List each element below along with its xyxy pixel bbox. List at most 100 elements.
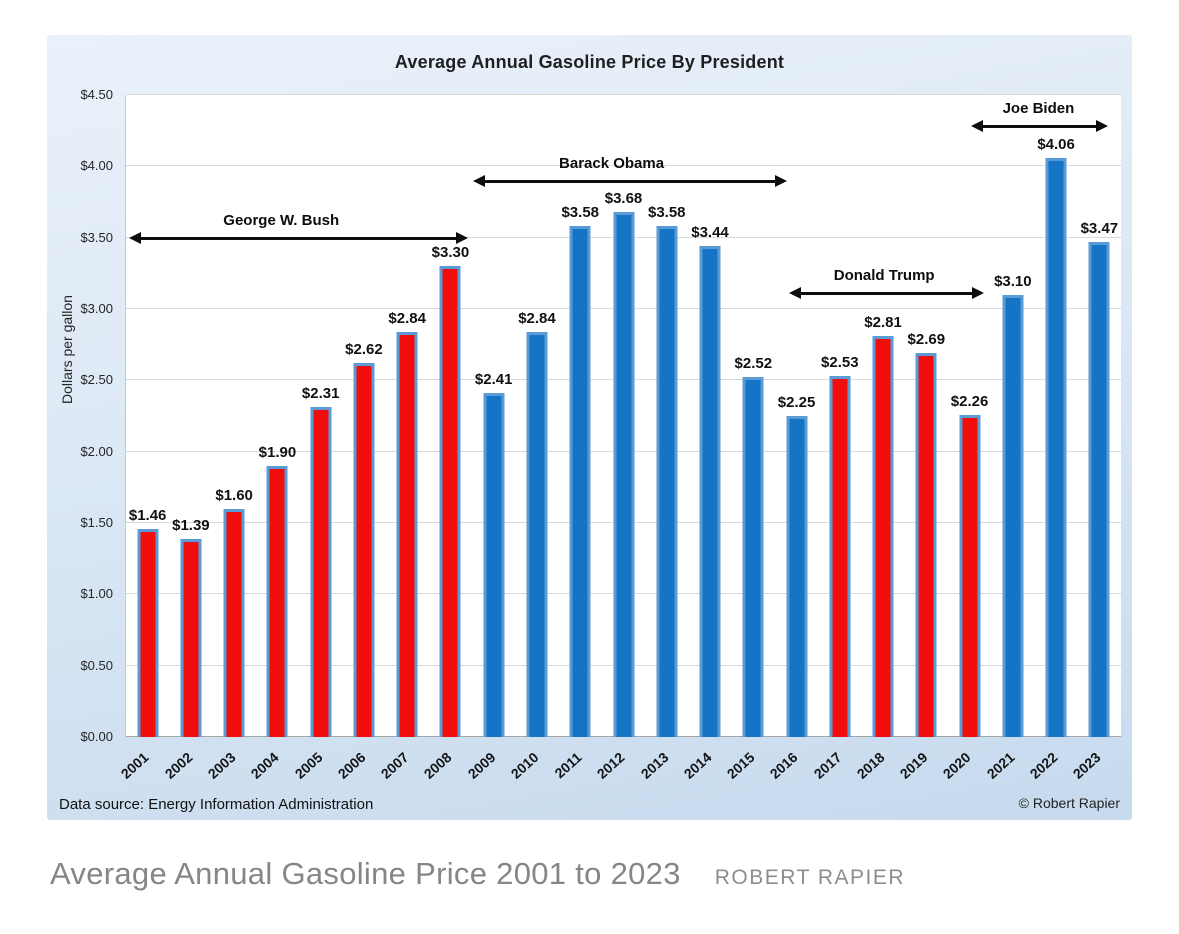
bar-value-2016: $2.25 xyxy=(777,394,816,411)
x-tick-label-2018: 2018 xyxy=(853,749,888,782)
arrowhead-left-icon xyxy=(970,120,983,133)
data-source-note: Data source: Energy Information Administ… xyxy=(59,796,374,813)
arrowhead-right-icon xyxy=(774,174,787,187)
x-tick-label-2021: 2021 xyxy=(983,749,1018,782)
x-tick-label-2017: 2017 xyxy=(810,749,845,782)
arrow-line xyxy=(135,236,462,240)
caption-byline: ROBERT RAPIER xyxy=(714,866,906,889)
arrowhead-left-icon xyxy=(128,231,141,244)
x-tick-label-2005: 2005 xyxy=(291,749,326,782)
x-tick-label-2016: 2016 xyxy=(767,749,801,782)
caption: Average Annual Gasoline Price 2001 to 20… xyxy=(50,856,905,892)
y-tick-label: $1.00 xyxy=(80,586,113,602)
bar-2023 xyxy=(1088,241,1110,737)
arrowhead-right-icon xyxy=(971,287,984,300)
x-tick-label-2020: 2020 xyxy=(940,749,974,782)
gridline xyxy=(126,165,1121,167)
plot-area: $1.46 $1.39 $1.60 $1.90 $2.31 $2.62 $2.84 $3.30… xyxy=(125,94,1121,737)
caption-title: Average Annual Gasoline Price 2001 to 20… xyxy=(50,856,681,891)
bar-2017 xyxy=(829,376,851,737)
bar-2018 xyxy=(872,336,894,737)
bar-value-2010: $2.84 xyxy=(518,309,556,327)
bar-2003 xyxy=(223,508,245,737)
bar-2013 xyxy=(656,226,678,737)
x-tick-label-2006: 2006 xyxy=(334,749,369,782)
x-tick-label-2022: 2022 xyxy=(1026,749,1061,782)
bar-value-2020: $2.26 xyxy=(950,392,989,410)
x-tick-label-2007: 2007 xyxy=(377,749,412,782)
bar-value-2009: $2.41 xyxy=(474,371,513,389)
bar-value-2008: $3.30 xyxy=(431,244,470,262)
bar-value-2002: $1.39 xyxy=(172,516,210,534)
bar-value-2019: $2.69 xyxy=(907,331,946,349)
x-tick-label-2019: 2019 xyxy=(896,749,931,782)
arrowhead-right-icon xyxy=(1096,120,1109,133)
bar-2022 xyxy=(1045,157,1067,737)
x-tick-label-2014: 2014 xyxy=(680,749,715,782)
bar-value-2021: $3.10 xyxy=(994,272,1032,290)
bar-value-2022: $4.06 xyxy=(1037,135,1075,153)
bar-2007 xyxy=(396,331,418,737)
bar-2005 xyxy=(310,407,332,737)
x-tick-label-2004: 2004 xyxy=(247,749,282,782)
bar-2020 xyxy=(959,414,981,737)
bar-2019 xyxy=(915,353,937,737)
x-tick-label-2001: 2001 xyxy=(118,749,152,782)
x-tick-label-2002: 2002 xyxy=(161,749,196,782)
president-label: Joe Biden xyxy=(1002,100,1075,118)
arrowhead-right-icon xyxy=(456,231,469,244)
arrowhead-left-icon xyxy=(788,287,801,300)
bar-2015 xyxy=(742,377,764,737)
president-label: George W. Bush xyxy=(223,211,340,229)
copyright-note: © Robert Rapier xyxy=(1018,795,1120,811)
bar-2010 xyxy=(526,331,548,737)
bar-value-2003: $1.60 xyxy=(215,486,253,504)
arrowhead-left-icon xyxy=(473,174,486,187)
arrow-line xyxy=(977,125,1102,129)
y-tick-label: $1.50 xyxy=(80,515,113,531)
president-label: Barack Obama xyxy=(559,154,665,172)
bar-value-2015: $2.52 xyxy=(734,355,773,373)
y-tick-label: $0.50 xyxy=(80,657,113,673)
gridline xyxy=(126,94,1121,95)
bar-value-2014: $3.44 xyxy=(691,224,729,242)
bar-2021 xyxy=(1002,294,1024,737)
y-tick-label: $2.00 xyxy=(80,443,113,459)
president-label: Donald Trump xyxy=(833,267,935,285)
bar-2014 xyxy=(699,246,721,737)
x-tick-label-2023: 2023 xyxy=(1069,749,1104,782)
bar-value-2001: $1.46 xyxy=(128,506,167,524)
x-tick-label-2009: 2009 xyxy=(464,749,499,782)
y-tick-label: $3.50 xyxy=(80,229,113,245)
y-tick-label: $0.00 xyxy=(80,729,113,744)
bar-value-2012: $3.68 xyxy=(604,190,643,207)
bar-value-2004: $1.90 xyxy=(258,443,297,461)
bar-2004 xyxy=(266,465,288,737)
bar-value-2018: $2.81 xyxy=(864,314,902,332)
y-tick-label: $2.50 xyxy=(80,372,113,388)
y-axis-title: Dollars per gallon xyxy=(59,295,75,405)
bar-value-2006: $2.62 xyxy=(345,341,383,359)
arrow-line xyxy=(480,179,780,183)
x-tick-label-2003: 2003 xyxy=(204,749,239,782)
x-tick-label-2008: 2008 xyxy=(420,749,455,782)
x-tick-label-2011: 2011 xyxy=(551,749,585,782)
bar-2009 xyxy=(483,393,505,737)
y-tick-label: $4.00 xyxy=(80,158,113,174)
arrow-line xyxy=(795,292,977,296)
bar-2006 xyxy=(353,363,375,737)
bar-value-2011: $3.58 xyxy=(561,204,600,222)
bar-2012 xyxy=(613,212,634,737)
gasoline-price-chart: Average Annual Gasoline Price By Preside… xyxy=(47,35,1132,820)
chart-title: Average Annual Gasoline Price By Preside… xyxy=(394,52,785,72)
y-tick-label: $3.00 xyxy=(80,301,113,317)
bar-value-2005: $2.31 xyxy=(301,385,340,403)
bar-2008 xyxy=(439,266,461,737)
x-tick-label-2015: 2015 xyxy=(723,749,758,782)
bar-2011 xyxy=(569,226,591,737)
x-tick-label-2012: 2012 xyxy=(593,749,628,782)
bar-2016 xyxy=(786,416,808,737)
bar-2002 xyxy=(180,538,202,737)
y-axis: $0.00 $0.50 $1.00 $1.50 $2.00 $2.50 $3.00 $3.50… xyxy=(47,87,119,744)
y-tick-label: $4.50 xyxy=(80,87,113,102)
